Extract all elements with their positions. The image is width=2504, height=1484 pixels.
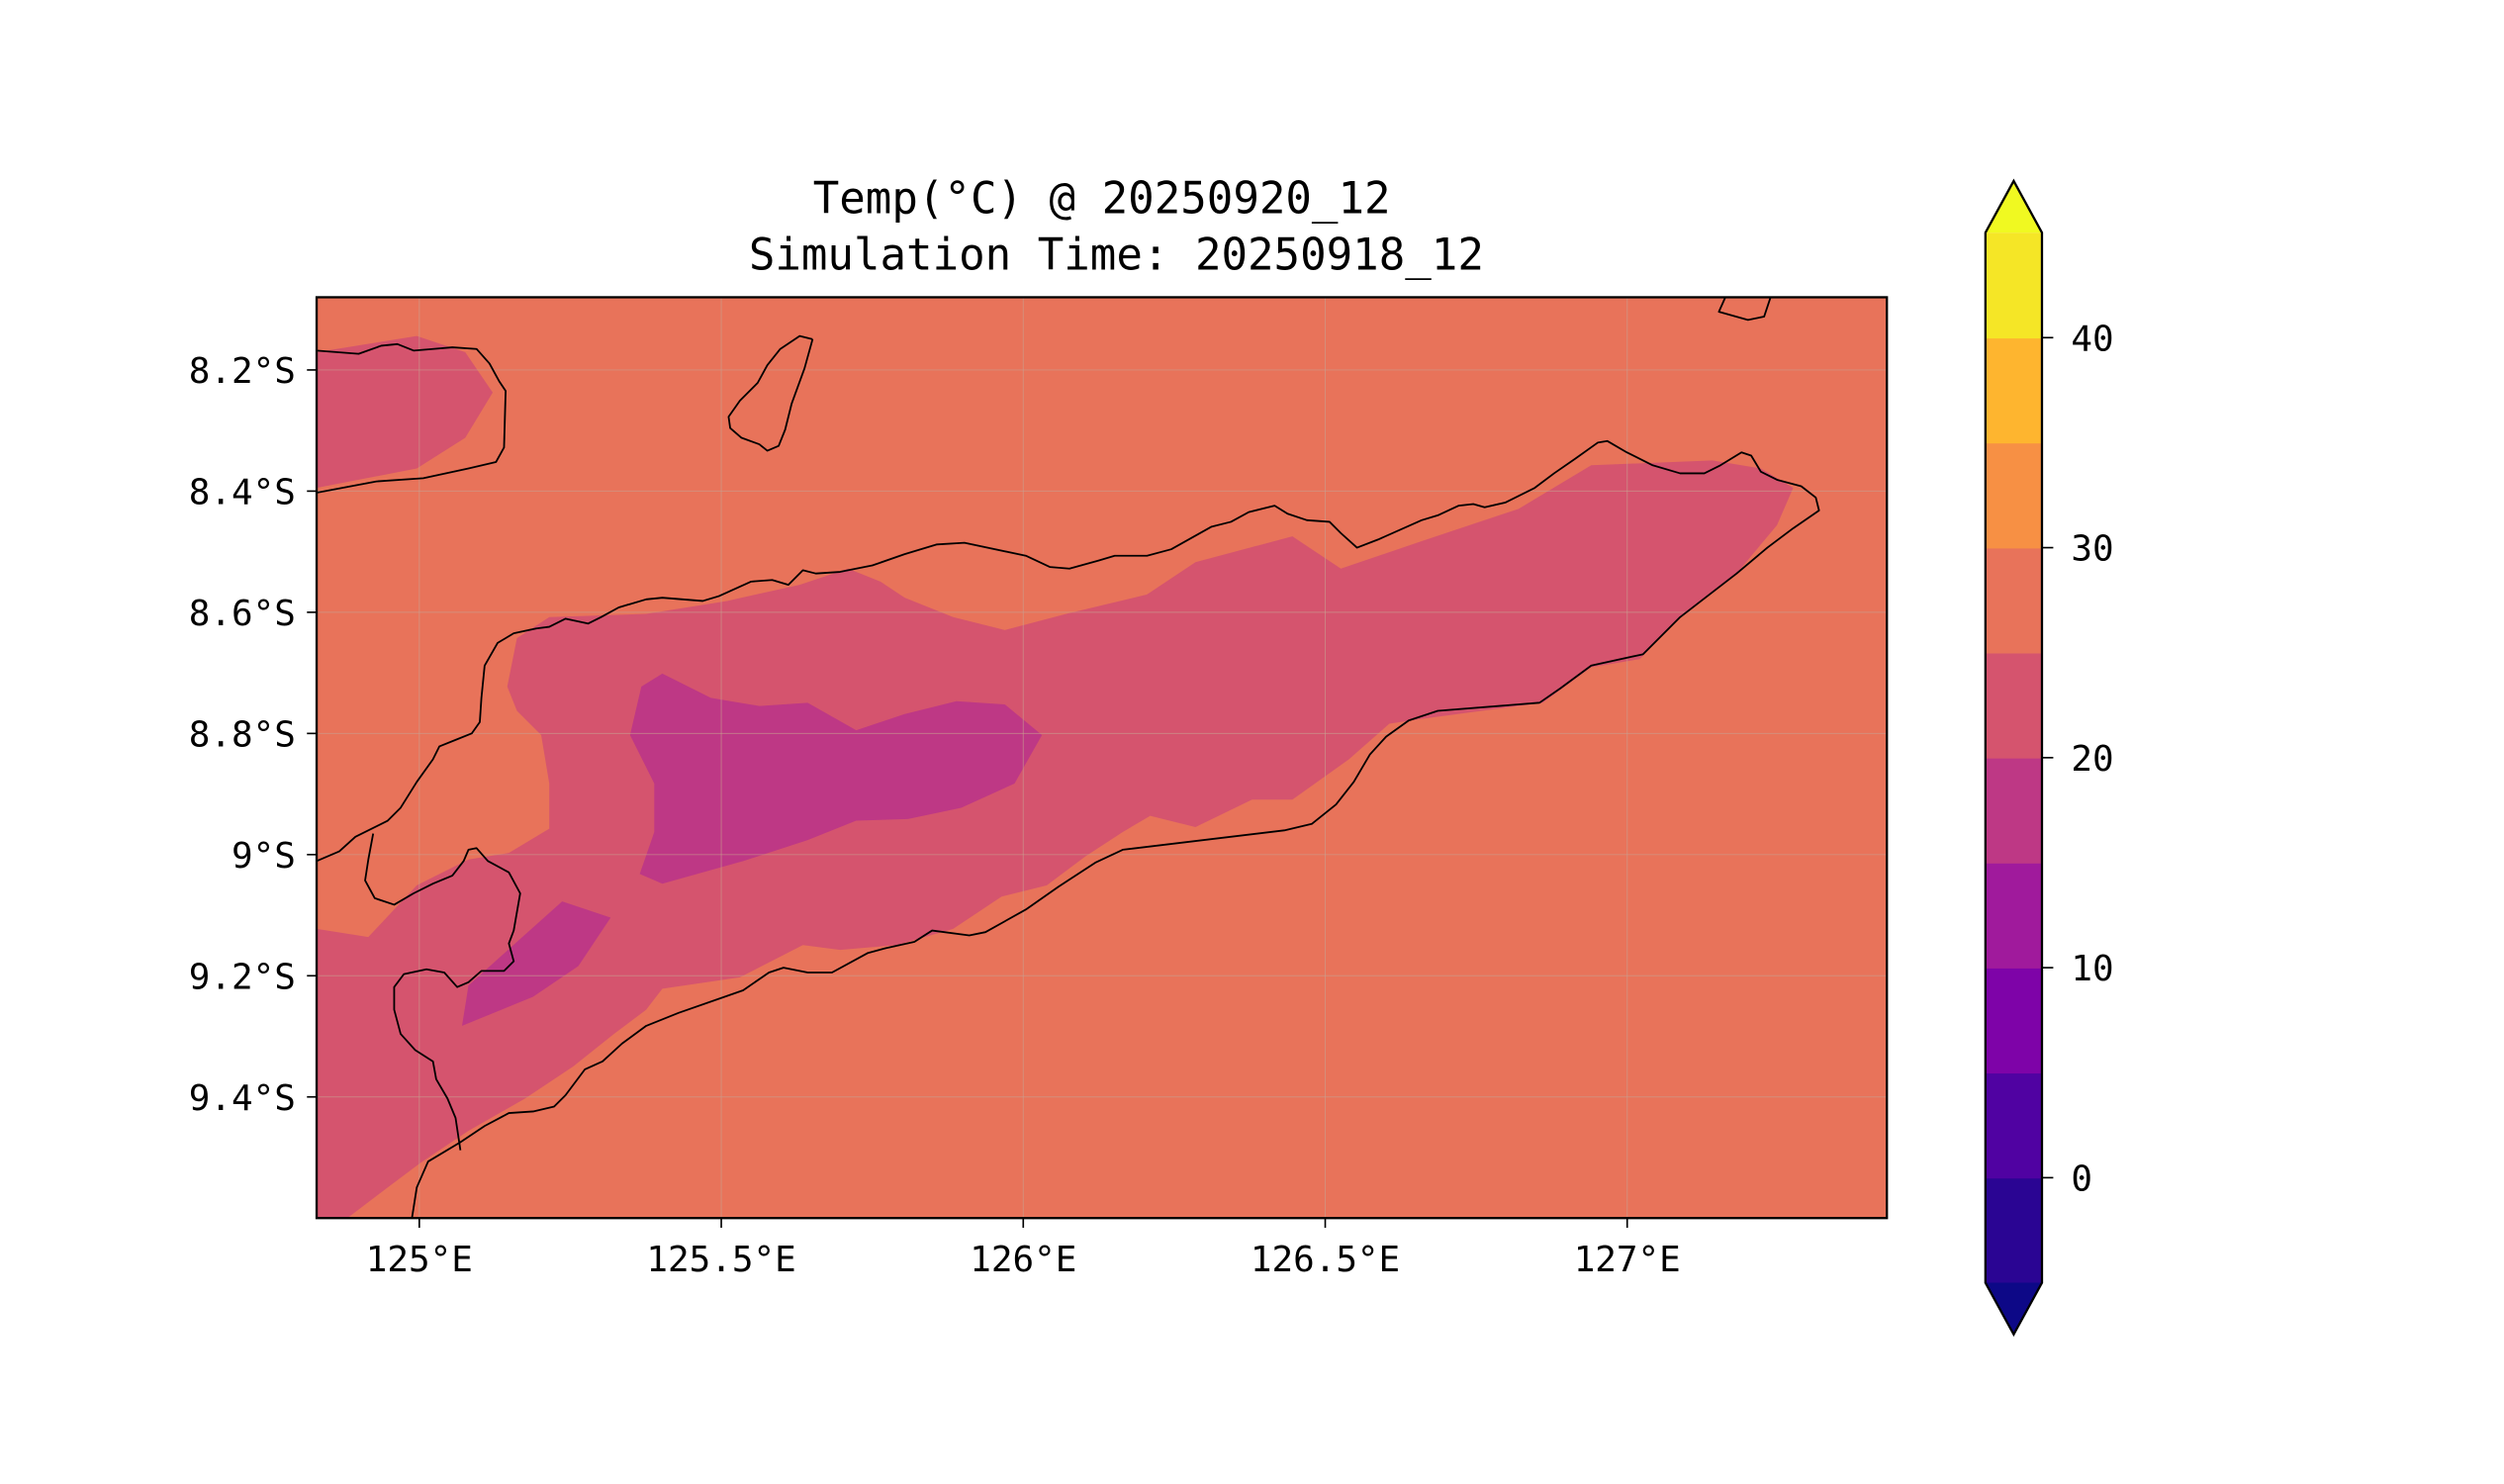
coastline [1717,297,1772,322]
contour-band-20-25 [317,335,494,489]
colorbar-segment [1985,1177,2042,1284]
coastlines [317,297,1820,1219]
y-axis: 8.2°S 8.4°S 8.6°S 8.8°S 9°S 9.2°S 9.4°S [189,351,318,1119]
y-tick-label: 8.8°S [189,714,296,755]
y-tick-label: 8.6°S [189,594,296,634]
x-tick-label: 125°E [366,1240,473,1280]
chart-subtitle: Simulation Time: 20250918_12 [749,231,1484,281]
x-tick-label: 126.5°E [1251,1240,1400,1280]
colorbar-segment [1985,232,2042,339]
colorbar-segment [1985,757,2042,864]
colorbar-outline [1984,178,2044,1338]
coastline [364,833,521,1151]
y-tick-label: 9.2°S [189,957,296,997]
y-tick-label: 8.4°S [189,472,296,512]
contour-band-15-20 [462,901,611,1026]
contour-band-20-25 [317,460,1794,1219]
coastline [317,439,1820,1219]
colorbar-tick-label: 40 [2071,319,2113,359]
colorbar-under-extension [1985,1282,2042,1335]
colorbar-tick-label: 20 [2071,739,2113,780]
colorbar-segment [1985,337,2042,444]
map-area [317,297,1888,1219]
coastline [317,342,507,494]
coastline [727,334,814,452]
x-tick-label: 126°E [970,1240,1076,1280]
colorbar-segment [1985,862,2042,969]
colorbar-segment [1985,442,2042,549]
colorbar-tick-label: 0 [2071,1159,2092,1199]
x-tick-label: 125.5°E [646,1240,795,1280]
colorbar-tick-label: 30 [2071,529,2113,570]
gridlines [317,297,1888,1219]
colorbar-segment [1985,547,2042,654]
colorbar-segment [1985,968,2042,1074]
y-tick-label: 8.2°S [189,351,296,392]
colorbar-segment [1985,652,2042,759]
contour-band-15-20 [629,673,1043,884]
y-tick-label: 9°S [232,836,296,877]
y-tick-label: 9.4°S [189,1078,296,1119]
chart-title: Temp(°C) @ 20250920_12 [813,174,1391,225]
colorbar-tick-label: 10 [2071,949,2113,989]
colorbar-over-extension [1985,180,2042,233]
map-frame [315,296,1889,1220]
colorbar: 0 10 20 30 40 [1984,178,2114,1338]
x-axis: 125°E 125.5°E 126°E 126.5°E 127°E [366,1218,1681,1280]
x-tick-label: 127°E [1574,1240,1681,1280]
colorbar-segment [1985,1072,2042,1179]
